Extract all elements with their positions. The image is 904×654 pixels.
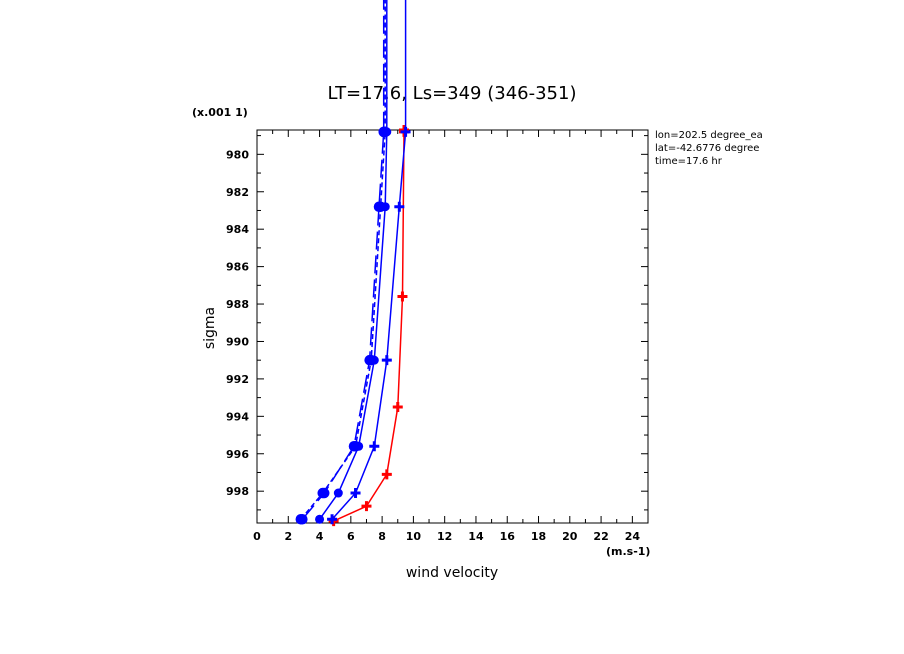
y-axis-title: sigma xyxy=(202,307,218,349)
data-point xyxy=(399,125,410,135)
series-layer xyxy=(295,0,411,527)
data-point xyxy=(315,514,325,524)
x-axis-ticks: 0 2 4 6 8 10 12 14 16 18 20 22 24 xyxy=(253,130,649,543)
data-point xyxy=(365,354,377,366)
info-time: time=17.6 hr xyxy=(655,156,723,167)
y-tick-label: 988 xyxy=(226,298,249,311)
y-tick-label: 992 xyxy=(226,373,249,386)
series-line xyxy=(331,0,407,520)
data-point xyxy=(400,126,411,137)
data-point xyxy=(350,488,361,499)
data-point xyxy=(375,201,386,212)
x-tick-label: 16 xyxy=(500,530,516,543)
info-latitude: lat=-42.6776 degree xyxy=(655,143,759,154)
series-4 xyxy=(295,0,391,525)
x-axis-title: wind velocity xyxy=(406,565,498,581)
data-point xyxy=(381,469,392,480)
data-point xyxy=(317,487,328,499)
y-axis-ticks: 980 982 984 986 988 990 992 994 996 998 xyxy=(226,135,648,511)
series-1 xyxy=(327,0,411,525)
data-point xyxy=(379,126,391,138)
y-tick-label: 996 xyxy=(226,448,249,461)
data-point xyxy=(394,201,405,212)
x-tick-label: 8 xyxy=(378,530,386,543)
data-point xyxy=(361,501,372,512)
data-point xyxy=(350,441,361,452)
x-tick-label: 20 xyxy=(562,530,578,543)
y-tick-label: 990 xyxy=(226,335,249,348)
x-tick-label: 0 xyxy=(253,530,261,543)
x-tick-label: 10 xyxy=(406,530,422,543)
x-tick-label: 4 xyxy=(316,530,324,543)
x-unit-label: (m.s-1) xyxy=(606,545,650,558)
y-tick-label: 982 xyxy=(226,186,249,199)
y-tick-label: 986 xyxy=(226,261,249,274)
x-tick-label: 6 xyxy=(347,530,355,543)
x-tick-label: 22 xyxy=(593,530,608,543)
series-line xyxy=(300,0,386,520)
x-tick-label: 12 xyxy=(437,530,452,543)
info-longitude: lon=202.5 degree_ea xyxy=(655,130,763,141)
data-point xyxy=(397,291,408,302)
series-line xyxy=(301,0,385,520)
data-point xyxy=(333,488,343,498)
y-tick-label: 984 xyxy=(226,223,249,236)
data-point xyxy=(392,401,403,412)
data-point xyxy=(327,514,338,525)
plot-frame xyxy=(256,129,649,524)
x-tick-label: 14 xyxy=(468,530,484,543)
y-unit-label: (x.001 1) xyxy=(192,106,248,119)
y-tick-label: 994 xyxy=(226,410,249,423)
data-point xyxy=(295,514,307,525)
chart-title: LT=17.6, Ls=349 (346-351) xyxy=(328,83,577,104)
data-point xyxy=(381,355,392,366)
x-tick-label: 2 xyxy=(284,530,292,543)
x-tick-label: 24 xyxy=(625,530,641,543)
y-tick-label: 998 xyxy=(226,485,249,498)
data-point xyxy=(369,441,380,452)
series-line xyxy=(333,130,405,522)
x-tick-label: 18 xyxy=(531,530,546,543)
y-tick-label: 980 xyxy=(226,148,249,161)
